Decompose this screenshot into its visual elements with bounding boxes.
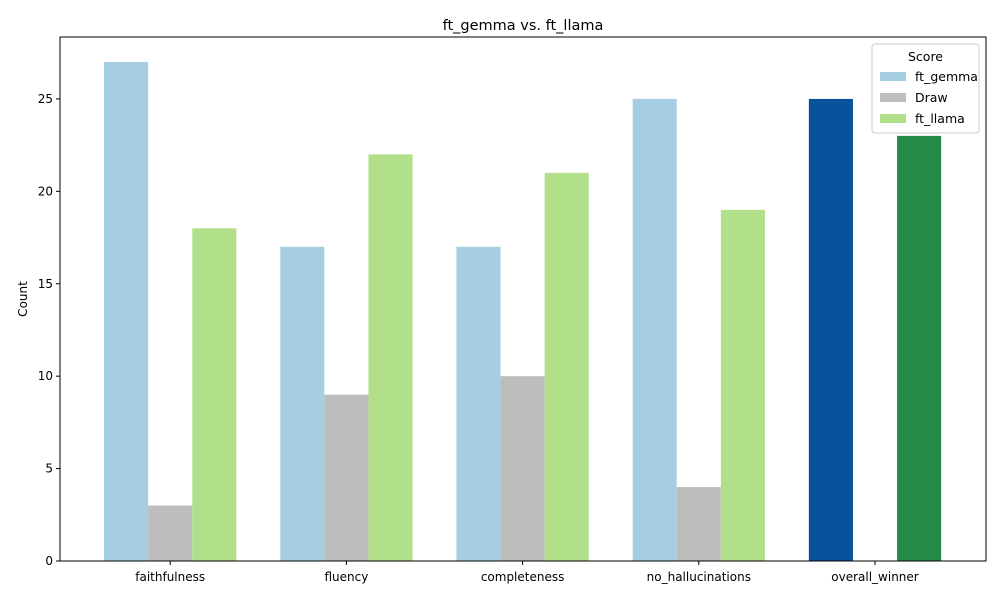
- legend: Score ft_gemma Draw ft_llama: [871, 43, 980, 134]
- y-tick-label: 5: [45, 462, 53, 476]
- bar-faithfulness-ft_llama: [192, 228, 237, 562]
- bar-overall_winner-ft_gemma: [808, 98, 853, 562]
- bar-completeness-draw: [500, 376, 545, 561]
- chart-title: ft_gemma vs. ft_llama: [443, 18, 604, 34]
- y-tick-label: 25: [38, 92, 53, 106]
- y-tick-label: 20: [38, 184, 53, 198]
- y-axis-label: Count: [16, 281, 30, 317]
- x-tick-label-no_hallucinations: no_hallucinations: [647, 570, 751, 584]
- legend-swatch-draw: [880, 93, 906, 102]
- y-tick-label: 10: [38, 369, 53, 383]
- bar-faithfulness-ft_gemma: [104, 61, 149, 561]
- bar-no_hallucinations-ft_llama: [720, 209, 765, 561]
- bar-overall_winner-ft_llama: [897, 135, 942, 561]
- axes-group: 0 5 10 15 20 25 faithfulness fluency completenes…: [38, 36, 987, 584]
- bar-fluency-ft_gemma: [280, 246, 325, 561]
- legend-label-draw: Draw: [915, 90, 948, 105]
- bar-fluency-ft_llama: [368, 154, 413, 561]
- x-tick-label-completeness: completeness: [481, 570, 565, 584]
- bar-completeness-ft_gemma: [456, 246, 501, 561]
- x-tick-label-overall_winner: overall_winner: [831, 570, 919, 584]
- legend-label-ft_llama: ft_llama: [915, 111, 965, 126]
- bar-completeness-ft_llama: [544, 172, 589, 561]
- y-tick-label: 15: [38, 277, 53, 291]
- legend-swatch-ft_llama: [880, 114, 906, 123]
- y-tick-label: 0: [45, 554, 53, 568]
- bars-group: [104, 61, 942, 562]
- legend-title: Score: [908, 49, 943, 64]
- x-tick-label-faithfulness: faithfulness: [135, 570, 205, 584]
- legend-swatch-ft_gemma: [880, 72, 906, 81]
- legend-box: [871, 43, 980, 134]
- bar-fluency-draw: [324, 394, 369, 561]
- x-tick-label-fluency: fluency: [324, 570, 368, 584]
- bar-no_hallucinations-draw: [676, 487, 721, 561]
- bar-no_hallucinations-ft_gemma: [632, 98, 677, 562]
- bar-faithfulness-draw: [148, 505, 193, 561]
- legend-label-ft_gemma: ft_gemma: [915, 69, 978, 84]
